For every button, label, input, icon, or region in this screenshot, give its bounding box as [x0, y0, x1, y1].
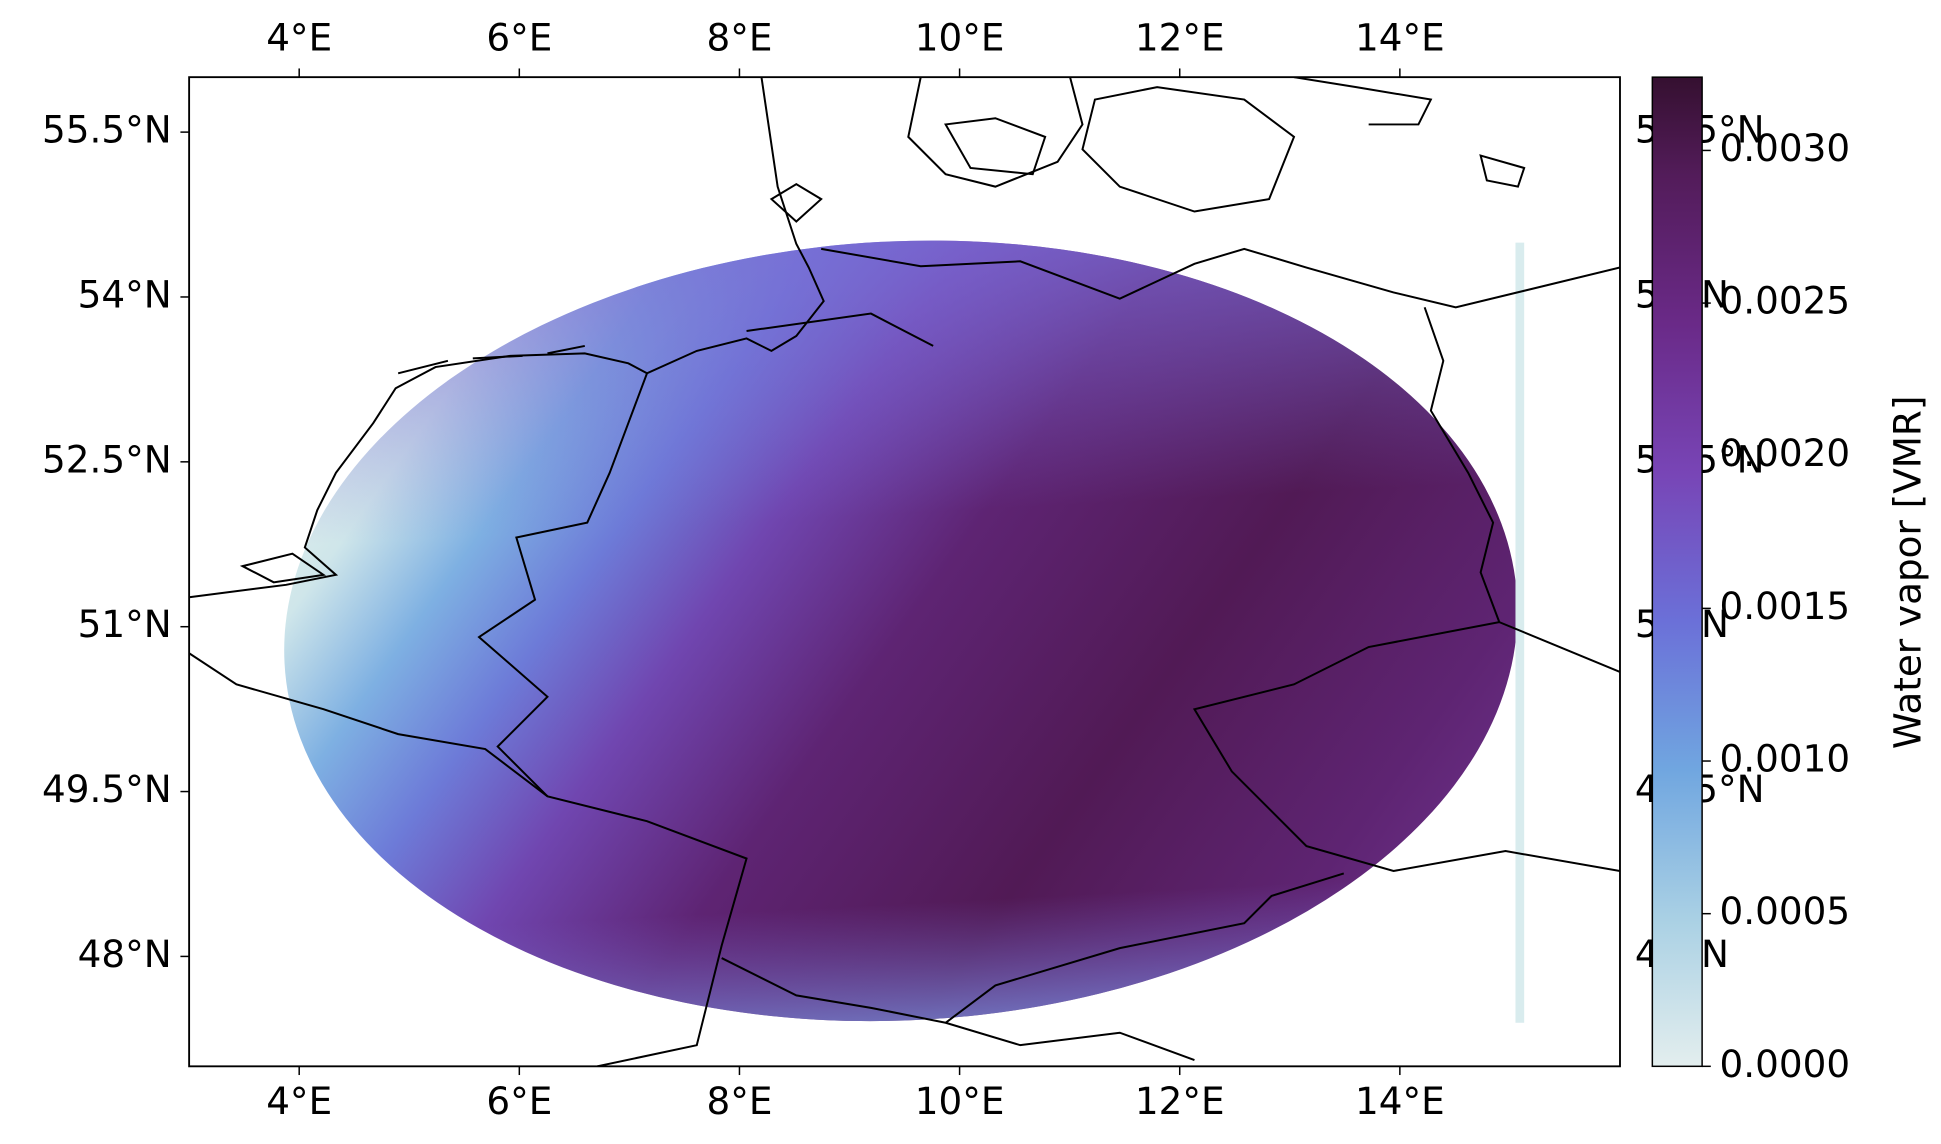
colorbar-tick-label: 0.0015 [1720, 584, 1851, 628]
x-tick-label-top: 8°E [706, 15, 772, 59]
x-tick-label: 8°E [706, 1079, 772, 1123]
map-frame [188, 76, 1621, 1068]
colorbar [1651, 76, 1703, 1068]
x-tick-label-top: 10°E [915, 15, 1005, 59]
y-tick-label: 52.5°N [42, 437, 172, 481]
colorbar-tick-label: 0.0020 [1720, 431, 1851, 475]
y-tick-label: 54°N [78, 272, 172, 316]
y-tick-label: 48°N [78, 932, 172, 976]
colorbar-tick-label: 0.0005 [1720, 889, 1851, 933]
x-tick-label: 4°E [266, 1079, 332, 1123]
x-tick-label-top: 14°E [1355, 15, 1445, 59]
coastlines [189, 77, 1620, 1067]
y-tick-label: 55.5°N [42, 108, 172, 152]
y-tick-label: 51°N [78, 602, 172, 646]
colorbar-tick-label: 0.0010 [1720, 737, 1851, 781]
x-tick-label-top: 6°E [486, 15, 552, 59]
swath-edge-shading [284, 240, 1518, 1022]
colorbar-tick-label: 0.0000 [1720, 1042, 1851, 1086]
map-area [189, 77, 1620, 1067]
colorbar-tick-label: 0.0025 [1720, 279, 1851, 323]
x-tick-label: 10°E [915, 1079, 1005, 1123]
x-tick-label: 6°E [486, 1079, 552, 1123]
x-tick-label: 14°E [1355, 1079, 1445, 1123]
swath-strip [1515, 242, 1525, 1023]
y-tick-label: 49.5°N [42, 767, 172, 811]
x-tick-label-top: 12°E [1135, 15, 1225, 59]
x-tick-label-top: 4°E [266, 15, 332, 59]
colorbar-tick-label: 0.0030 [1720, 126, 1851, 170]
colorbar-label: Water vapor [VMR] [1885, 396, 1929, 750]
x-tick-label: 12°E [1135, 1079, 1225, 1123]
